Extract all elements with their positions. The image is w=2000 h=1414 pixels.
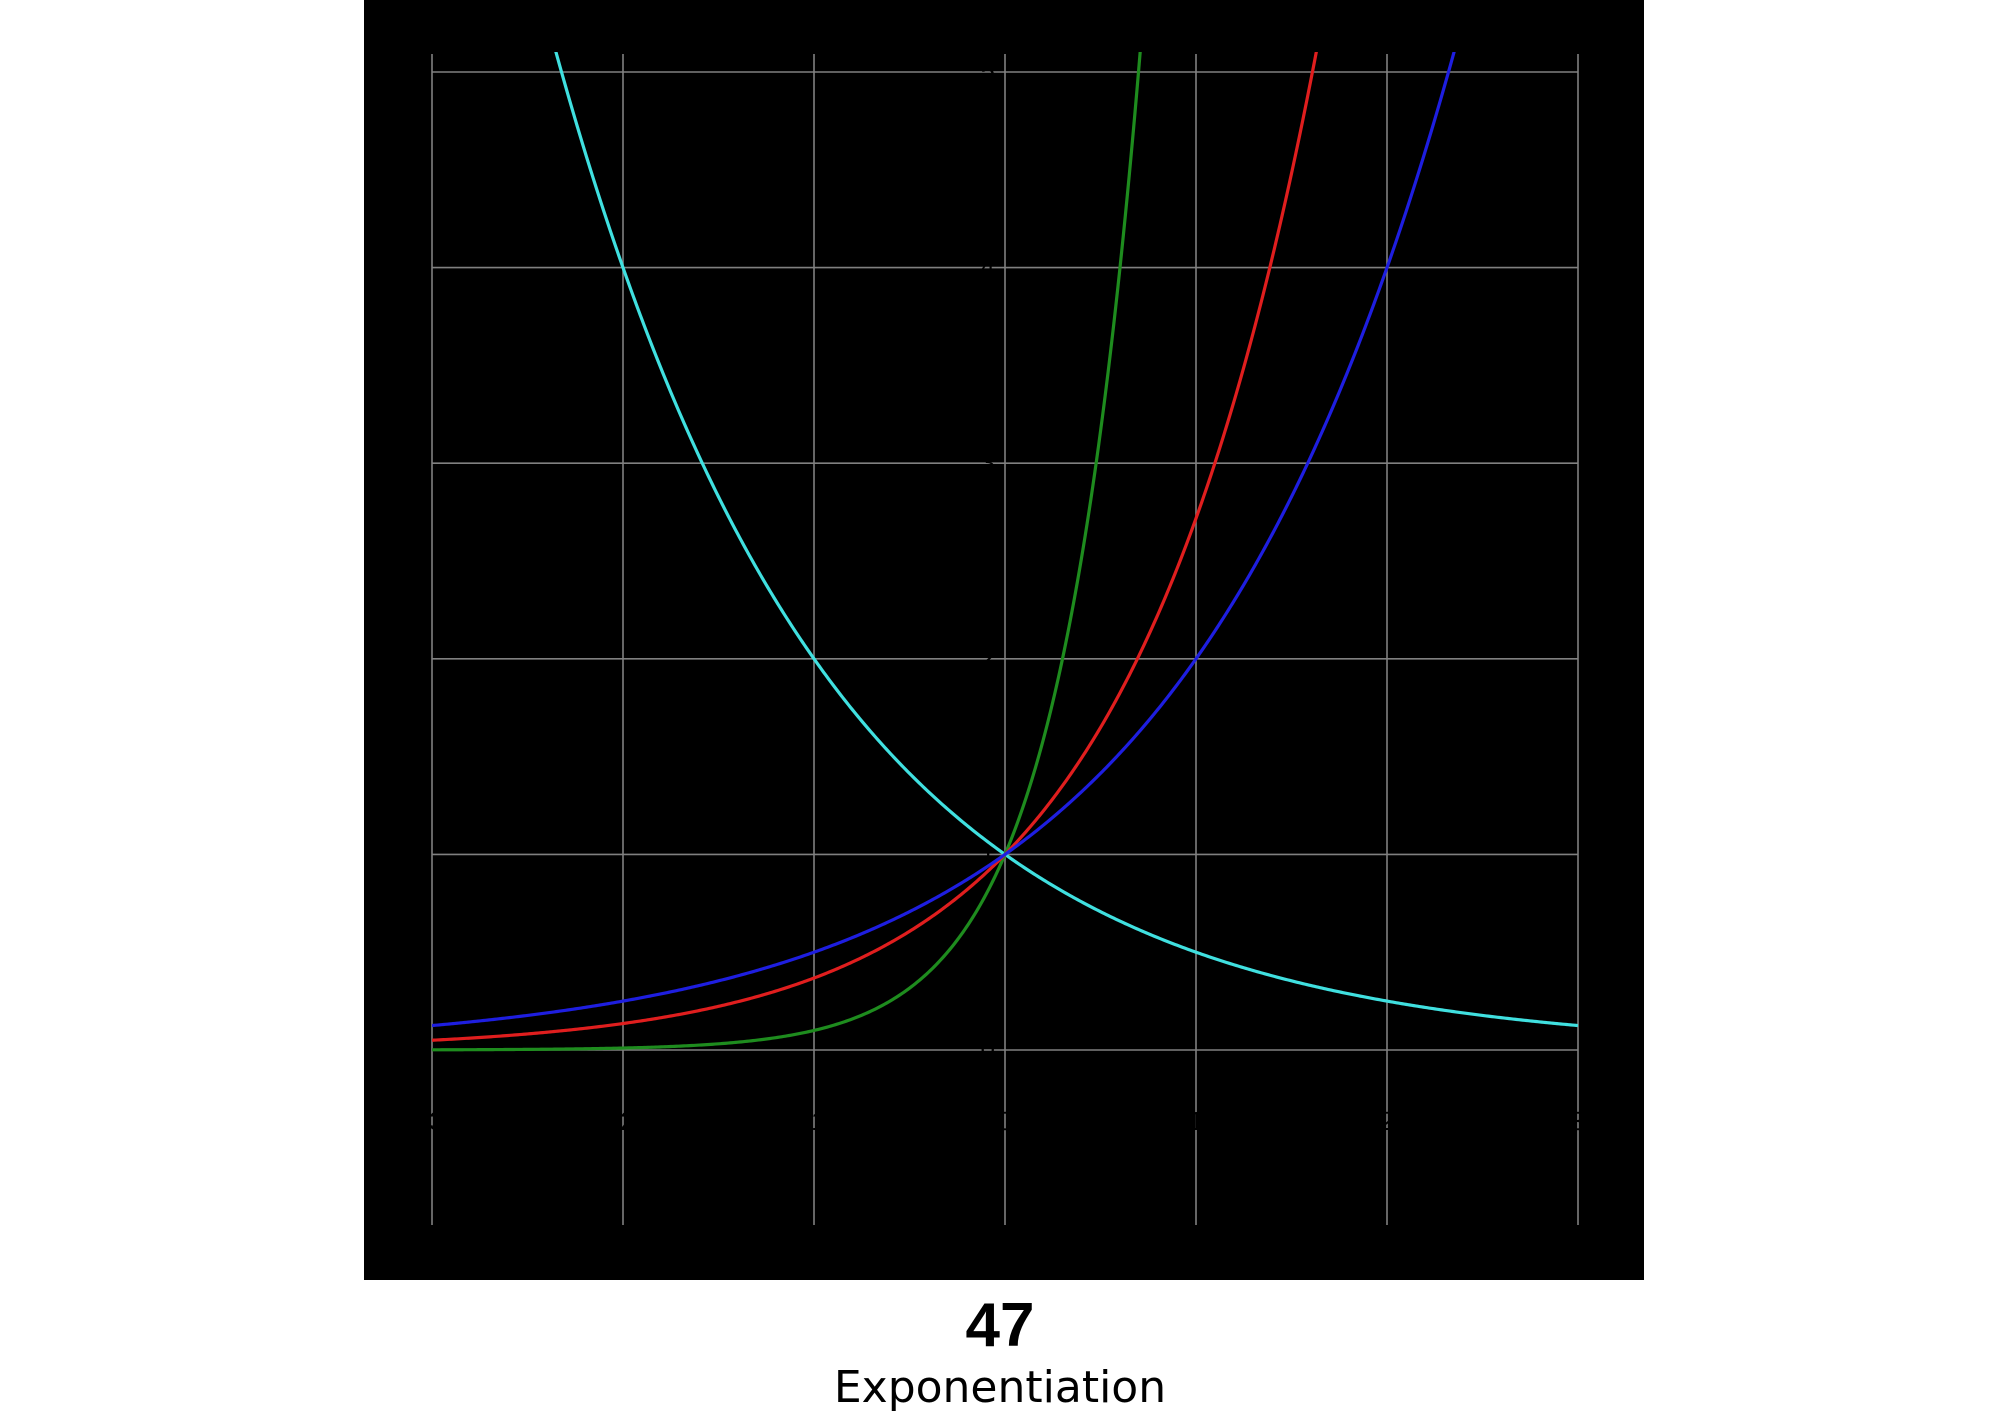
x-tick-label: -3 — [420, 1106, 443, 1136]
x-tick-label: 3 — [1571, 1106, 1585, 1136]
x-tick-label: 1 — [1189, 1106, 1203, 1136]
x-tick-label: -2 — [611, 1106, 634, 1136]
y-tick-label: 5 — [981, 56, 995, 86]
y-tick-label: 3 — [981, 447, 995, 477]
x-tick-label: 2 — [1380, 1106, 1394, 1136]
y-tick-label: 0 — [981, 1034, 995, 1064]
y-tick-label: 2 — [981, 643, 995, 673]
x-tick-label: 0 — [998, 1106, 1012, 1136]
chart-panel: -3 -2 -1 0 1 2 3 0 1 2 3 4 5 — [364, 0, 1644, 1280]
x-tick-label: -1 — [802, 1106, 825, 1136]
y-tick-label: 4 — [981, 252, 995, 282]
series-layer — [432, 52, 1578, 1052]
figure-caption: Exponentiation — [833, 1362, 1167, 1413]
series-line-base-2 — [432, 52, 1456, 1028]
figure-number: 47 — [965, 1291, 1035, 1360]
